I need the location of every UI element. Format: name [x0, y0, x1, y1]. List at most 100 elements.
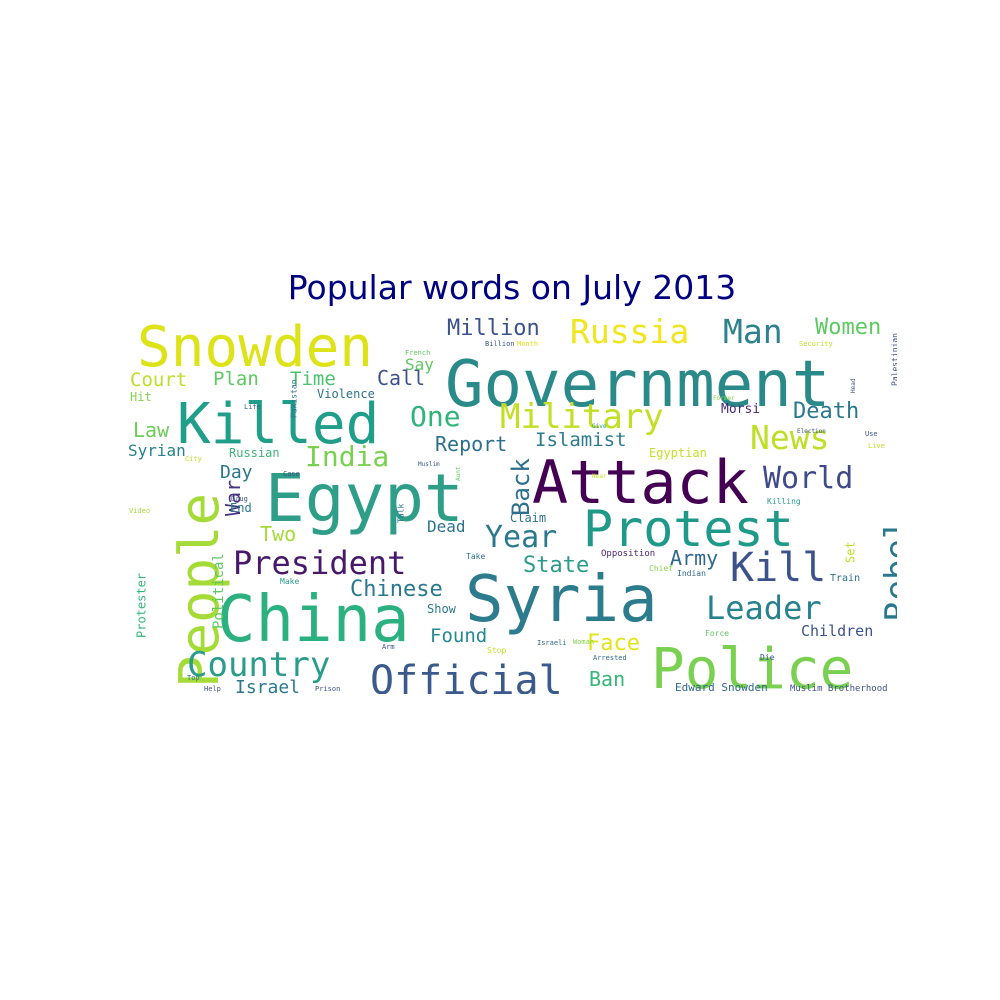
word-take: Take	[466, 552, 485, 561]
word-two: Two	[260, 522, 296, 546]
word-million: Million	[447, 316, 540, 341]
word-security: Security	[799, 340, 833, 348]
word-political: Political	[211, 553, 227, 629]
word-police: Police	[651, 637, 853, 694]
word-court: Court	[130, 369, 187, 391]
word-near: Near	[592, 473, 607, 480]
word-protest: Protest	[583, 500, 794, 558]
word-prison: Prison	[315, 685, 340, 693]
word-one: One	[410, 400, 461, 433]
word-killing: Killing	[767, 497, 801, 506]
word-leader: Leader	[706, 589, 822, 627]
word-found: Found	[430, 625, 487, 647]
word-case: Case	[283, 470, 300, 478]
word-back: Back	[507, 458, 535, 516]
word-snowden: Snowden	[137, 316, 373, 380]
word-islamist: Islamist	[535, 429, 627, 451]
word-world: World	[763, 461, 853, 496]
word-war: War	[221, 480, 245, 516]
word-military: Military	[500, 397, 664, 437]
word-russia: Russia	[570, 316, 689, 351]
word-arrested: Arrested	[593, 654, 627, 662]
word-die: Die	[760, 653, 775, 662]
word-death: Death	[793, 399, 859, 424]
word-palestinian: Palestinian	[890, 333, 897, 386]
word-people: People	[168, 493, 231, 688]
word-cloud: GovernmentSnowdenAttackEgyptSyriaChinaPo…	[128, 316, 897, 694]
word-top: Top	[187, 674, 200, 682]
word-use: Use	[865, 430, 878, 438]
word-india: India	[305, 440, 389, 473]
word-make: Make	[280, 577, 299, 586]
word-stop: Stop	[487, 646, 506, 655]
word-pakistan: Pakistan	[289, 379, 298, 418]
word-syrian: Syrian	[128, 441, 186, 460]
word-plan: Plan	[213, 368, 259, 390]
word-aunt: Aunt	[455, 466, 462, 481]
word-israeli: Israeli	[537, 639, 567, 647]
word-drug: Drug	[231, 495, 248, 503]
word-woman: Woman	[573, 638, 594, 646]
word-china: China	[217, 583, 410, 657]
word-morsi: Morsi	[721, 402, 760, 417]
word-help: Help	[204, 685, 221, 693]
word-news: News	[750, 418, 829, 457]
word-election: Election	[797, 428, 826, 435]
word-arm: Arm	[382, 643, 395, 651]
word-set: Set	[844, 541, 858, 563]
word-protester: Protester	[135, 573, 149, 638]
word-head: Head	[850, 378, 857, 393]
word-man: Man	[723, 316, 783, 351]
word-chinese: Chinese	[350, 577, 443, 602]
word-chief: Chief	[649, 564, 673, 573]
word-force: Force	[705, 629, 729, 638]
word-egypt: Egypt	[265, 460, 464, 537]
word-children: Children	[801, 622, 873, 640]
word-say: Say	[405, 355, 434, 374]
word-army: Army	[670, 546, 718, 570]
word-give: Give	[592, 423, 607, 430]
word-city: City	[185, 455, 202, 463]
word-video: Video	[129, 507, 150, 515]
word-life: Life	[244, 403, 261, 411]
word-ban: Ban	[589, 667, 625, 691]
word-israel: Israel	[235, 677, 300, 694]
word-women: Women	[815, 316, 881, 340]
word-opposition: Opposition	[601, 549, 655, 559]
word-billion: Billion	[485, 340, 515, 348]
word-rebel: Rebel	[878, 519, 897, 621]
word-russian: Russian	[229, 446, 280, 460]
word-month: Month	[517, 340, 538, 348]
word-muslim-brotherhood: Muslim Brotherhood	[790, 684, 888, 694]
word-law: Law	[133, 418, 170, 442]
word-face: Face	[587, 631, 640, 656]
word-violence: Violence	[317, 387, 375, 401]
word-government: Government	[445, 348, 830, 422]
chart-title: Popular words on July 2013	[287, 268, 737, 307]
word-show: Show	[427, 602, 457, 616]
word-killed: Killed	[177, 392, 379, 457]
word-dead: Dead	[427, 517, 466, 536]
word-muslim: Muslim	[418, 461, 440, 468]
word-edward-snowden: Edward Snowden	[675, 681, 768, 694]
word-former: Former	[713, 395, 735, 402]
word-official: Official	[370, 658, 563, 694]
word-day: Day	[220, 462, 253, 483]
word-attack: Attack	[532, 448, 749, 518]
word-train: Train	[830, 573, 860, 584]
word-hit: Hit	[130, 390, 152, 404]
word-kill: Kill	[730, 545, 826, 591]
word-country: Country	[187, 645, 330, 685]
word-end: End	[230, 501, 252, 515]
word-talk: Talk	[396, 504, 405, 523]
word-live: Live	[868, 442, 885, 450]
word-egyptian: Egyptian	[649, 446, 707, 460]
word-year: Year	[485, 520, 557, 555]
word-claim: Claim	[510, 511, 546, 525]
word-state: State	[523, 553, 589, 578]
word-syria: Syria	[465, 563, 658, 637]
word-time: Time	[290, 368, 336, 390]
word-president: President	[233, 544, 406, 582]
word-indian: Indian	[677, 569, 706, 578]
word-french: French	[405, 349, 430, 357]
